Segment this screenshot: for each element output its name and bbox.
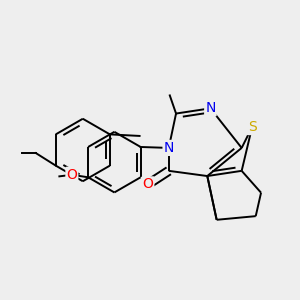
Text: N: N bbox=[164, 141, 174, 155]
Text: O: O bbox=[66, 168, 77, 182]
Text: N: N bbox=[205, 101, 216, 115]
Text: S: S bbox=[248, 120, 256, 134]
Text: O: O bbox=[142, 177, 153, 191]
